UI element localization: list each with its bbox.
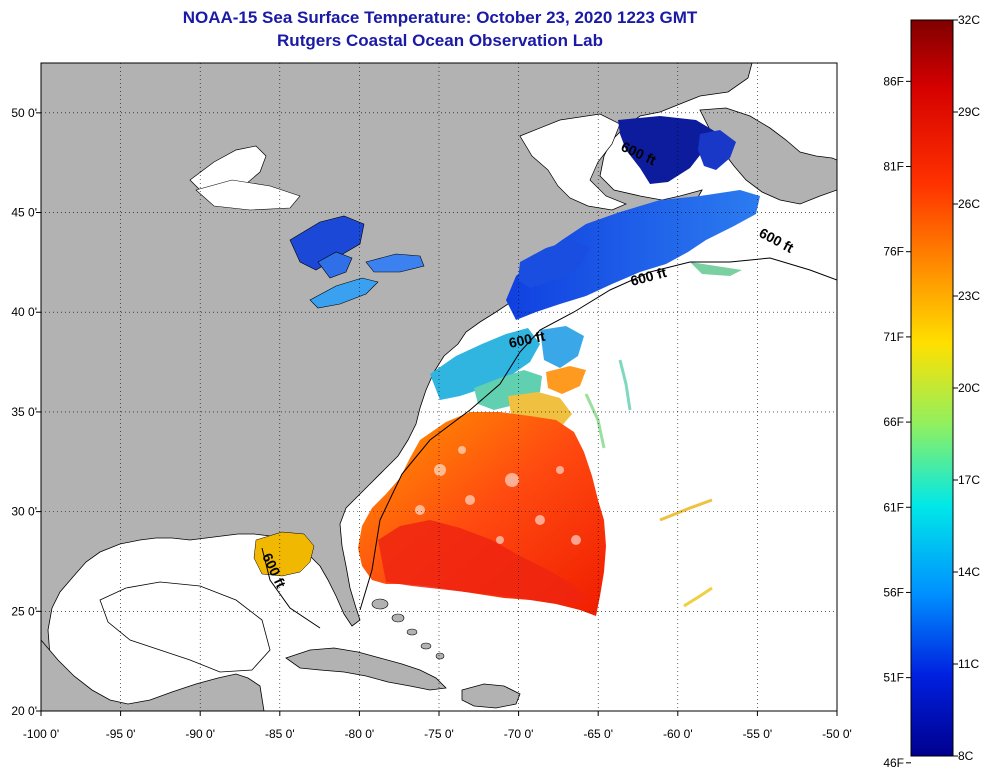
map-title-block: NOAA-15 Sea Surface Temperature: October…	[0, 6, 880, 52]
land-newfoundland	[699, 107, 837, 205]
graticule	[36, 63, 838, 716]
colorbar-label-fahrenheit: 76F	[883, 245, 904, 259]
colorbar-label-celsius: 8C	[958, 749, 974, 763]
axis-labels: -100 0' -95 0' -90 0' -85 0' -80 0' -75 0' -70…	[11, 106, 851, 741]
lat-tick-label: 20 0'	[11, 704, 37, 718]
map-title: NOAA-15 Sea Surface Temperature: October…	[182, 8, 698, 27]
map-frame	[40, 62, 838, 712]
colorbar-label-fahrenheit: 71F	[883, 330, 904, 344]
lat-tick-label: 25 0'	[11, 604, 37, 618]
lon-tick-label: -70 0'	[504, 727, 534, 741]
colorbar-label-celsius: 29C	[958, 105, 980, 119]
map-subtitle: Rutgers Coastal Ocean Observation Lab	[277, 31, 603, 50]
isobath-600ft	[261, 257, 837, 629]
isobath-label: 600 ft	[507, 328, 546, 351]
lon-tick-label: -100 0'	[23, 727, 59, 741]
sst-great-lakes	[195, 179, 425, 309]
colorbar-label-celsius: 20C	[958, 381, 980, 395]
gulf-shelf-outline	[99, 581, 271, 673]
land-mexico	[41, 639, 265, 711]
colorbar-label-celsius: 23C	[958, 289, 980, 303]
colorbar	[910, 19, 954, 757]
colorbar-label-fahrenheit: 51F	[883, 671, 904, 685]
lon-tick-label: -50 0'	[822, 727, 852, 741]
colorbar-label-fahrenheit: 86F	[883, 74, 904, 88]
land-hispaniola	[461, 683, 521, 709]
colorbar-label-fahrenheit: 46F	[883, 756, 904, 770]
lon-tick-label: -80 0'	[345, 727, 375, 741]
land-cuba	[285, 647, 447, 691]
colorbar-label-fahrenheit: 66F	[883, 415, 904, 429]
sst-cloud-speckle	[415, 446, 581, 545]
colorbar-label-celsius: 32C	[958, 13, 980, 27]
water-st-lawrence	[519, 113, 627, 211]
colorbar-label-fahrenheit: 56F	[883, 585, 904, 599]
colorbar-label-fahrenheit: 61F	[883, 500, 904, 514]
lat-tick-label: 30 0'	[11, 505, 37, 519]
lon-tick-label: -90 0'	[185, 727, 215, 741]
colorbar-labels: 32C 29C 26C 23C 20C 17C 14C 11C 8C 86F 81F 76F 71F 66…	[883, 13, 980, 770]
colorbar-label-celsius: 17C	[958, 473, 980, 487]
lat-tick-label: 50 0'	[11, 106, 37, 120]
lon-tick-label: -65 0'	[583, 727, 613, 741]
lat-tick-label: 45 0'	[11, 206, 37, 220]
colorbar-label-celsius: 14C	[958, 565, 980, 579]
colorbar-label-celsius: 26C	[958, 197, 980, 211]
lat-tick-label: 40 0'	[11, 305, 37, 319]
sst-cold-north	[506, 116, 760, 320]
colorbar-label-celsius: 11C	[958, 657, 979, 671]
colorbar-label-fahrenheit: 81F	[883, 160, 904, 174]
lon-tick-label: -85 0'	[265, 727, 295, 741]
land-bahamas	[371, 598, 445, 660]
lon-tick-label: -60 0'	[663, 727, 693, 741]
lat-tick-label: 35 0'	[11, 405, 37, 419]
lon-tick-label: -55 0'	[743, 727, 773, 741]
land-north-america	[41, 63, 753, 711]
sst-warm-core	[378, 520, 588, 604]
lon-tick-label: -95 0'	[106, 727, 136, 741]
sst-gulf-patch	[253, 531, 315, 577]
lon-tick-label: -75 0'	[424, 727, 454, 741]
